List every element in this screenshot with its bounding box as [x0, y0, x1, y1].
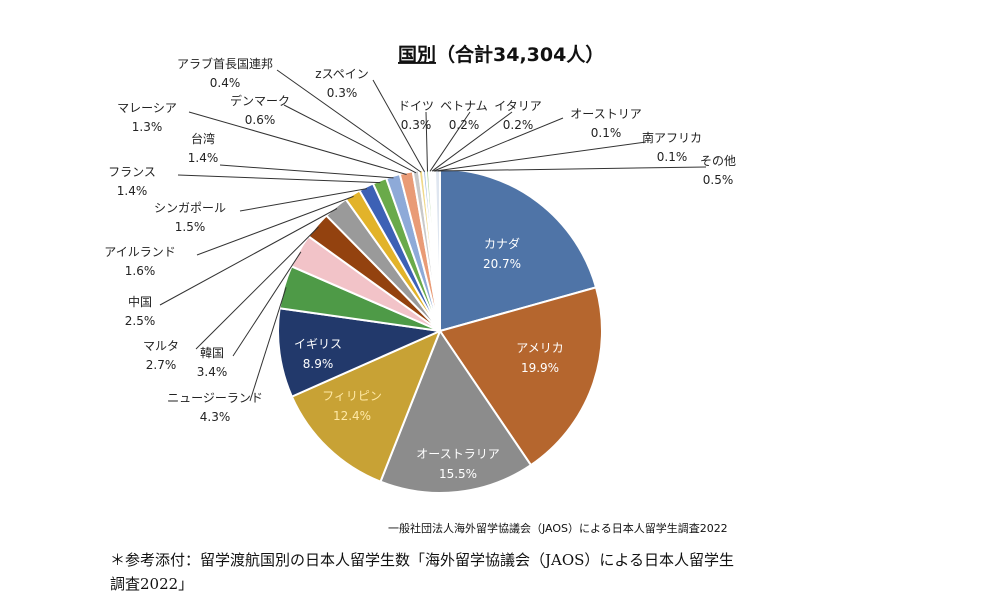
slice-name-label: イタリア	[494, 99, 542, 113]
slice-value-label: 0.2%	[449, 118, 480, 132]
leader-line	[232, 251, 302, 357]
reference-note: ＊参考添付：留学渡航国別の日本人留学生数「海外留学協議会（JAOS）による日本人…	[110, 548, 890, 596]
slice-value-label: 0.2%	[503, 118, 534, 132]
slice-name-label: マルタ	[143, 339, 179, 353]
leader-line	[159, 208, 338, 306]
pie-chart: 国別（合計34,304人） カナダ 20.7% アメリカ 19.9% オーストラリア 15…	[104, 43, 736, 535]
slice-name-label: その他	[700, 154, 736, 168]
slice-value-label: 0.1%	[657, 150, 688, 164]
pie-slice	[438, 286, 603, 467]
slice-value-label: 0.4%	[210, 76, 241, 90]
slice-value-label: 1.5%	[175, 220, 206, 234]
pie-slice	[290, 329, 442, 483]
leader-line	[195, 226, 319, 350]
slice-value-label: 4.3%	[200, 410, 231, 424]
leader-line	[239, 188, 368, 212]
slice-value-label: 8.9%	[303, 357, 334, 371]
leader-line	[188, 111, 407, 175]
slice-value-label: 12.4%	[333, 409, 371, 423]
leader-line	[437, 166, 707, 172]
slice-value-label: 0.1%	[591, 126, 622, 140]
slice-name-label: デンマーク	[230, 93, 290, 108]
slice-value-label: 1.3%	[132, 120, 163, 134]
pie-slices	[277, 167, 603, 494]
leader-line	[425, 111, 428, 172]
reference-note-line2: 調査2022」	[110, 575, 194, 593]
leader-line	[196, 195, 354, 256]
slice-value-label: 1.4%	[117, 184, 148, 198]
pie-slice	[379, 328, 533, 494]
chart-title-rest: （合計34,304人）	[436, 43, 604, 66]
leader-line	[431, 111, 513, 172]
leader-line	[434, 141, 647, 172]
slice-name-label: アイルランド	[104, 245, 175, 259]
slice-name-label: 中国	[128, 294, 152, 309]
slice-name-label: 台湾	[191, 131, 215, 146]
slice-name-label: アメリカ	[516, 341, 563, 355]
slice-name-label: オーストリア	[570, 107, 641, 121]
chart-title-underlined: 国別	[398, 44, 436, 66]
pie-chart-svg: 国別（合計34,304人） カナダ 20.7% アメリカ 19.9% オーストラリア 15…	[104, 43, 736, 535]
slice-value-label: 3.4%	[197, 365, 228, 379]
slice-name-label: zスペイン	[315, 67, 368, 81]
leader-line	[177, 174, 381, 184]
leader-line	[433, 117, 564, 172]
slice-value-label: 2.5%	[125, 314, 156, 328]
slice-name-label: マレーシア	[117, 101, 177, 115]
chart-source: 一般社団法人海外留学協議会（JAOS）による日本人留学生調査2022	[388, 521, 728, 535]
slice-name-label: ドイツ	[398, 99, 434, 113]
leader-line	[276, 69, 422, 173]
slice-value-label: 1.4%	[188, 151, 219, 165]
leader-lines	[159, 69, 707, 402]
leader-line	[429, 111, 471, 172]
chart-title: 国別（合計34,304人）	[398, 43, 604, 66]
slice-name-label: ベトナム	[440, 99, 488, 113]
slice-name-label: オーストラリア	[416, 447, 499, 461]
slice-value-label: 0.3%	[327, 86, 358, 100]
leader-line	[283, 104, 417, 174]
slice-value-label: 0.5%	[703, 173, 734, 187]
slice-value-label: 19.9%	[521, 361, 559, 375]
slice-name-label: アラブ首長国連邦	[177, 56, 273, 71]
slice-name-label: カナダ	[484, 236, 520, 251]
slice-name-label: イギリス	[294, 337, 342, 351]
reference-note-line1: ＊参考添付：留学渡航国別の日本人留学生数「海外留学協議会（JAOS）による日本人…	[110, 551, 734, 569]
leader-line	[372, 79, 425, 173]
slice-value-label: 1.6%	[125, 264, 156, 278]
slice-name-label: 韓国	[200, 346, 224, 360]
slice-name-label: ニュージーランド	[167, 391, 263, 405]
slice-name-label: シンガポール	[154, 201, 226, 215]
slice-value-label: 2.7%	[146, 358, 177, 372]
leader-line	[219, 164, 394, 179]
slice-value-label: 20.7%	[483, 257, 521, 271]
slice-name-label: 南アフリカ	[642, 130, 702, 145]
slice-value-label: 15.5%	[439, 467, 477, 481]
slice-value-label: 0.6%	[245, 113, 276, 127]
leader-line	[249, 287, 287, 402]
slice-name-label: フィリピン	[322, 389, 382, 403]
slice-name-label: フランス	[108, 165, 156, 179]
slice-labels: カナダ 20.7% アメリカ 19.9% オーストラリア 15.5% フィリピン 12.4% イ…	[104, 56, 736, 481]
slice-value-label: 0.3%	[401, 118, 432, 132]
